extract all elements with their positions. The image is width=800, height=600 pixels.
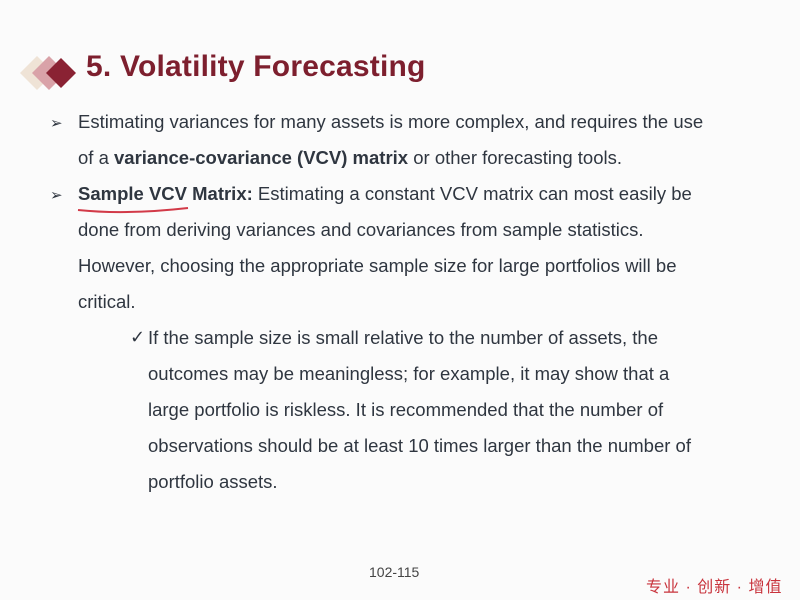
bullet1-line1: Estimating variances for many assets is … xyxy=(78,111,704,132)
bullet2-line3: However, choosing the appropriate sample… xyxy=(78,255,677,276)
arrow-bullet-icon: ➢ xyxy=(50,115,63,132)
red-underline-mark xyxy=(77,207,189,214)
text: or other forecasting tools. xyxy=(408,147,622,168)
checkmark-icon: ✓ xyxy=(130,327,146,347)
sub-line3: large portfolio is riskless. It is recom… xyxy=(148,399,664,420)
sub-line1: If the sample size is small relative to … xyxy=(148,327,659,348)
sub-line5: portfolio assets. xyxy=(148,471,278,492)
text: Estimating a constant VCV matrix can mos… xyxy=(252,183,692,204)
slogan: 专业 · 创新 · 增值 xyxy=(646,579,783,596)
sub-line2: outcomes may be meaningless; for example… xyxy=(148,363,670,384)
vcv-term: variance-covariance (VCV) matrix xyxy=(114,147,409,168)
slide-title: 5. Volatility Forecasting xyxy=(86,50,426,83)
page-number: 102-115 xyxy=(369,564,420,580)
sample-vcv-term: Sample VCV Matrix: xyxy=(78,183,253,204)
bullet1-line2: of a variance-covariance (VCV) matrix or… xyxy=(78,147,622,169)
bullet2-line1: Sample VCV Matrix: Estimating a constant… xyxy=(78,183,692,205)
diamond-logo-icon xyxy=(20,56,76,90)
text: of a xyxy=(78,147,114,168)
bullet2-line4: critical. xyxy=(78,291,136,312)
sub-line4: observations should be at least 10 times… xyxy=(148,435,691,456)
arrow-bullet-icon: ➢ xyxy=(50,187,63,204)
bullet2-line2: done from deriving variances and covaria… xyxy=(78,219,644,240)
